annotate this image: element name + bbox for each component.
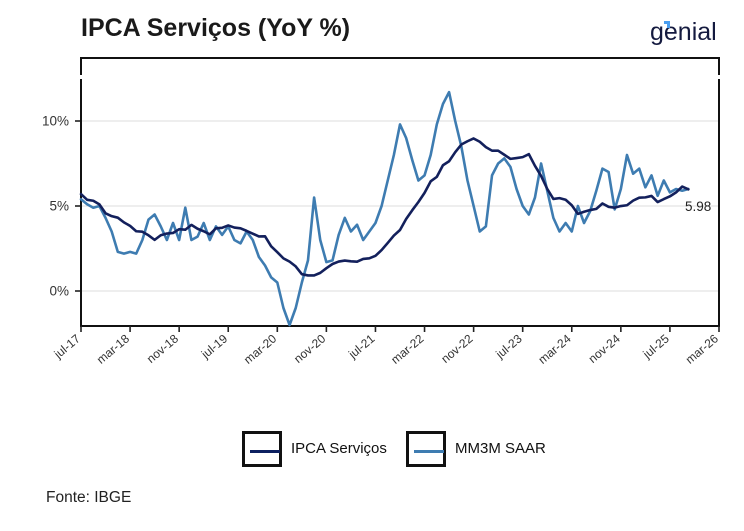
svg-text:mar-22: mar-22 xyxy=(388,331,426,366)
svg-text:nov-22: nov-22 xyxy=(438,331,475,366)
svg-text:mar-26: mar-26 xyxy=(683,331,721,366)
svg-text:nov-18: nov-18 xyxy=(144,331,181,366)
svg-text:jul-23: jul-23 xyxy=(492,331,524,361)
svg-text:5%: 5% xyxy=(49,199,69,214)
svg-text:10%: 10% xyxy=(42,114,69,129)
svg-text:0%: 0% xyxy=(49,284,69,299)
svg-text:jul-19: jul-19 xyxy=(198,331,230,361)
svg-text:jul-25: jul-25 xyxy=(640,331,672,361)
svg-text:5.98: 5.98 xyxy=(685,199,711,214)
svg-text:jul-21: jul-21 xyxy=(345,331,377,361)
svg-text:mar-18: mar-18 xyxy=(94,331,132,366)
svg-text:mar-20: mar-20 xyxy=(241,331,279,366)
svg-text:mar-24: mar-24 xyxy=(536,331,574,366)
svg-text:nov-20: nov-20 xyxy=(291,331,328,366)
svg-text:jul-17: jul-17 xyxy=(51,331,83,361)
svg-text:nov-24: nov-24 xyxy=(586,331,623,366)
